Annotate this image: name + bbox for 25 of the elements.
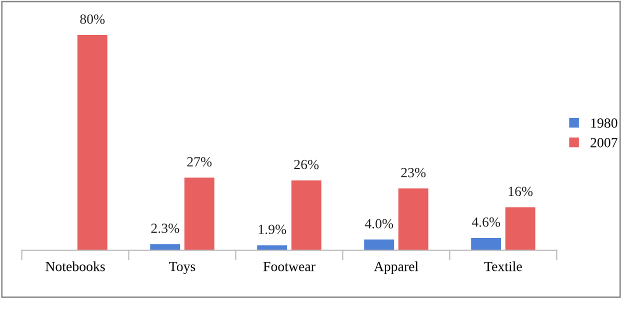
data-label: 16% (508, 186, 533, 196)
bar (505, 207, 536, 250)
bar (77, 34, 108, 250)
data-label: 23% (401, 168, 426, 178)
x-tick-label: Toys (169, 262, 196, 274)
bar (398, 188, 428, 250)
data-label: 4.6% (472, 217, 500, 227)
bar (364, 240, 394, 250)
legend-label: 1980 (591, 118, 618, 128)
legend-label: 2007 (590, 138, 618, 148)
bar (184, 178, 214, 250)
bar (291, 180, 322, 250)
x-tick-label: Textile (484, 261, 522, 272)
data-label: 1.9% (258, 224, 286, 234)
data-label: 27% (187, 157, 212, 167)
x-tick-label: Footwear (263, 262, 316, 272)
data-label: 26% (294, 160, 319, 170)
bar (471, 238, 502, 250)
data-label: 4.0% (364, 219, 394, 228)
x-tick-label: Notebooks (46, 261, 105, 272)
data-label: 80% (80, 14, 105, 24)
data-label: 2.3% (151, 224, 180, 234)
x-tick-label: Apparel (374, 261, 418, 274)
bar (257, 245, 288, 250)
bar (150, 244, 180, 250)
